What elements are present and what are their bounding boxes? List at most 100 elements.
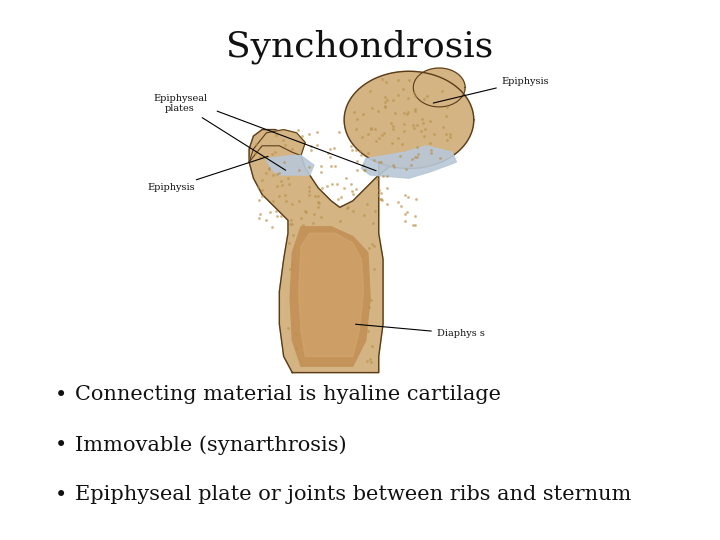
Point (357, 160, 369, 169)
Point (275, 177, 287, 186)
Point (253, 214, 264, 222)
Text: Epiphysis: Epiphysis (433, 77, 549, 103)
Point (282, 174, 294, 183)
Point (274, 192, 285, 200)
Point (376, 195, 387, 204)
Point (359, 166, 371, 174)
Point (366, 342, 378, 350)
Text: Immovable (synarthrosis): Immovable (synarthrosis) (75, 435, 346, 455)
Point (278, 157, 289, 166)
Point (294, 214, 306, 222)
Point (283, 180, 294, 188)
Point (354, 146, 366, 155)
Point (315, 212, 326, 221)
Point (253, 195, 264, 204)
Point (303, 182, 315, 191)
Point (326, 180, 338, 188)
Point (325, 162, 336, 171)
Point (392, 198, 404, 206)
Point (307, 218, 319, 227)
Point (408, 124, 420, 133)
Point (350, 125, 361, 133)
Point (303, 187, 315, 196)
Point (403, 76, 415, 84)
Point (321, 182, 333, 191)
Point (399, 217, 410, 226)
Point (346, 180, 357, 188)
Point (256, 176, 268, 184)
Point (351, 166, 363, 174)
Point (264, 207, 276, 216)
Point (322, 148, 333, 157)
Point (338, 184, 350, 193)
Point (276, 212, 287, 221)
Point (385, 118, 397, 127)
Point (369, 156, 380, 164)
Point (312, 141, 323, 150)
Point (261, 216, 272, 225)
Point (394, 151, 405, 160)
Text: Epiphyseal
plates: Epiphyseal plates (153, 94, 286, 170)
Point (300, 208, 312, 217)
Point (411, 142, 423, 151)
Point (444, 133, 455, 141)
Point (357, 110, 369, 118)
Point (283, 239, 294, 247)
Point (444, 130, 456, 139)
Point (315, 161, 327, 170)
Point (364, 302, 375, 311)
Point (276, 181, 288, 190)
Point (305, 141, 317, 150)
Point (366, 103, 377, 112)
Point (253, 153, 265, 161)
Point (441, 136, 453, 145)
Point (359, 211, 370, 219)
Point (351, 114, 363, 123)
Point (256, 192, 268, 200)
Point (369, 125, 381, 134)
Point (375, 158, 387, 166)
Text: •: • (55, 435, 67, 455)
Point (366, 357, 377, 366)
Point (386, 138, 397, 147)
Point (370, 137, 382, 146)
Point (299, 207, 310, 215)
Point (356, 133, 368, 141)
Point (379, 92, 391, 101)
Point (379, 129, 390, 138)
Point (365, 124, 377, 132)
Point (363, 130, 374, 138)
Point (269, 147, 281, 156)
Point (398, 127, 410, 136)
Point (387, 96, 399, 104)
Point (410, 220, 421, 229)
Point (379, 102, 390, 110)
Point (425, 148, 436, 157)
Point (297, 221, 308, 230)
Point (316, 183, 328, 192)
Point (312, 192, 324, 201)
Text: •: • (55, 485, 67, 504)
Point (346, 141, 357, 150)
Point (410, 92, 421, 100)
Point (392, 90, 403, 99)
Text: •: • (55, 386, 67, 404)
Point (263, 163, 274, 172)
Point (250, 140, 261, 149)
Point (372, 106, 384, 115)
Point (365, 296, 377, 305)
Point (292, 125, 303, 134)
Point (279, 191, 291, 199)
Point (305, 145, 317, 154)
Point (401, 110, 413, 118)
Point (417, 119, 428, 127)
Point (381, 172, 392, 181)
Point (377, 75, 388, 84)
Point (362, 326, 374, 335)
Point (400, 165, 412, 173)
Point (377, 172, 388, 180)
Point (364, 244, 375, 252)
Point (424, 139, 436, 147)
Polygon shape (299, 233, 364, 356)
Point (286, 145, 297, 153)
